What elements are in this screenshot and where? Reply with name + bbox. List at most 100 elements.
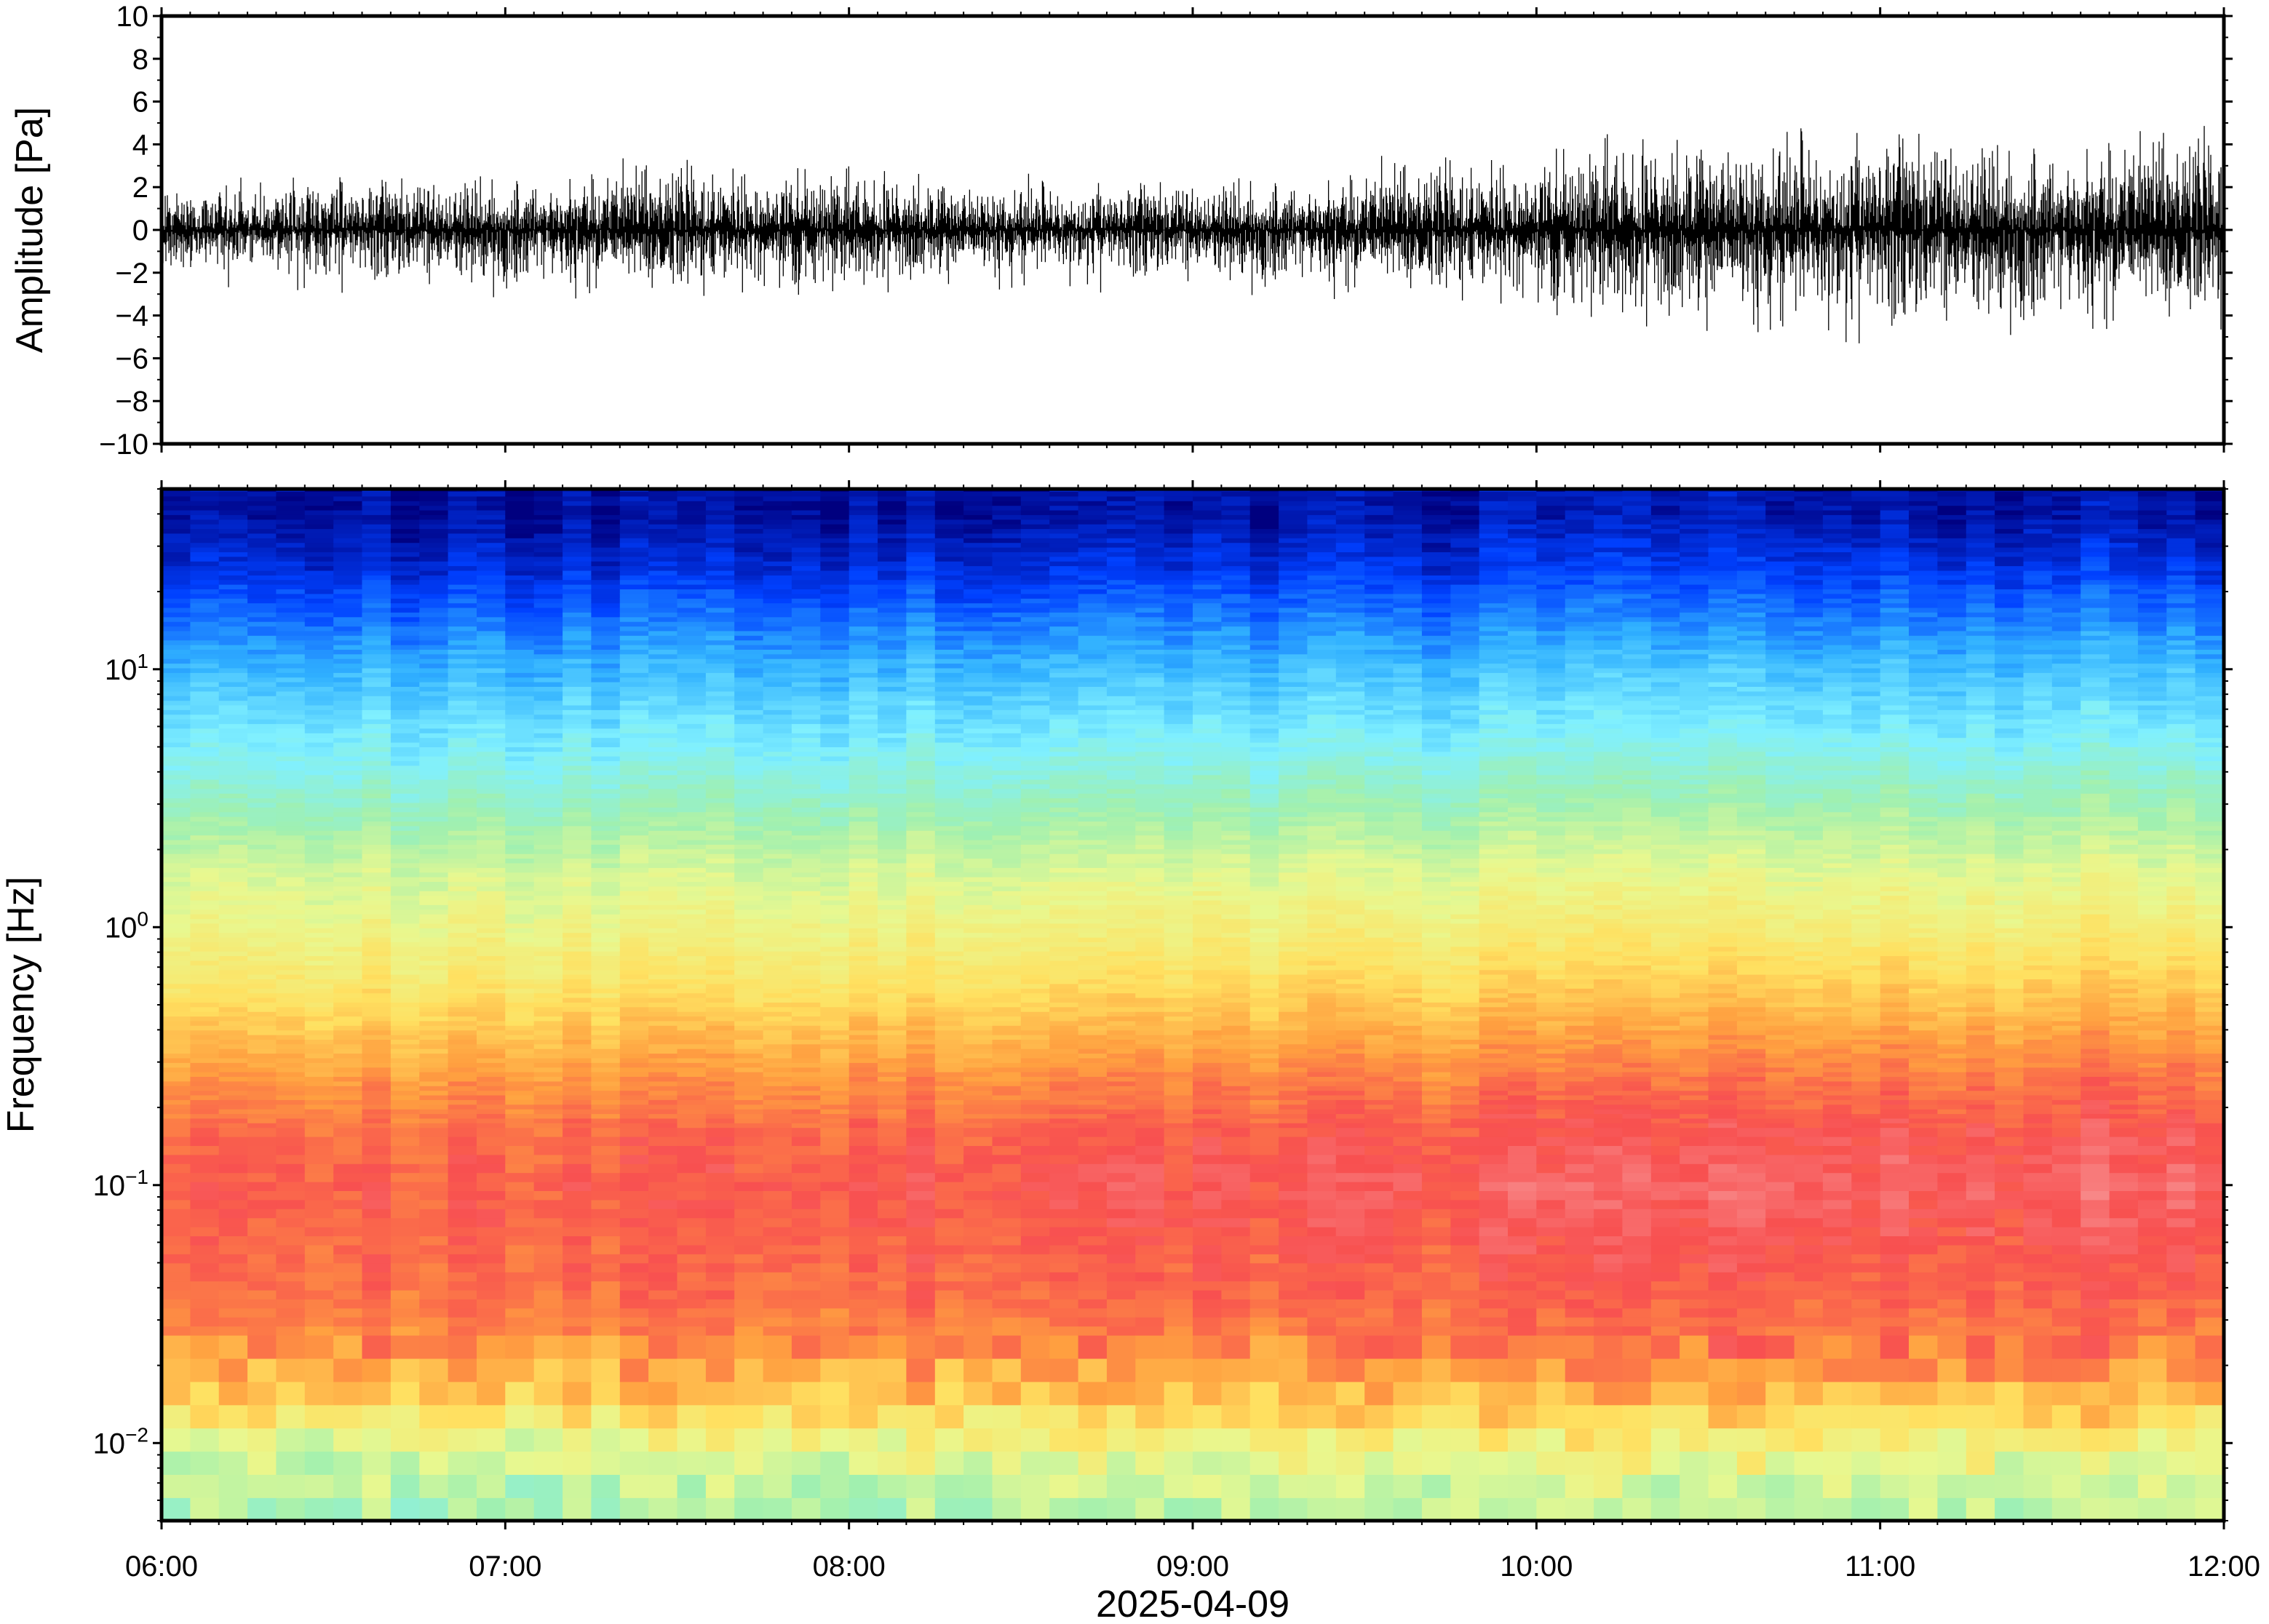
spectrogram-cell — [648, 839, 678, 845]
spectrogram-cell — [362, 997, 392, 1003]
spectrogram-cell — [619, 774, 649, 780]
spectrogram-cell — [591, 816, 621, 822]
spectrogram-cell — [878, 1123, 907, 1129]
spectrogram-cell — [533, 765, 563, 771]
spectrogram-cell — [906, 1451, 936, 1475]
spectrogram-cell — [304, 1226, 334, 1237]
spectrogram-cell — [448, 542, 477, 548]
spectrogram-cell — [705, 830, 736, 836]
spectrogram-cell — [362, 1080, 392, 1086]
spectrogram-cell — [505, 816, 535, 822]
spectrogram-cell — [419, 1474, 449, 1498]
spectrogram-cell — [505, 589, 535, 594]
spectrogram-cell — [505, 1358, 535, 1382]
spectrogram-cell — [619, 928, 649, 934]
spectrogram-cell — [648, 584, 678, 589]
spectrogram-cell — [734, 635, 764, 641]
spectrogram-cell — [419, 649, 449, 655]
spectrogram-cell — [648, 681, 678, 687]
spectrogram-cell — [563, 501, 592, 506]
spectrogram-cell — [934, 677, 964, 682]
spectrogram-cell — [849, 737, 878, 743]
spectrogram-cell — [791, 1136, 822, 1146]
spectrogram-cell — [591, 1043, 621, 1049]
spectrogram-cell — [878, 612, 907, 618]
spectrogram-cell — [190, 1209, 220, 1219]
spectrogram-cell — [218, 1271, 248, 1282]
spectrogram-cell — [849, 505, 878, 511]
spectrogram-cell — [677, 741, 707, 747]
spectrogram-cell — [878, 1217, 907, 1227]
spectrogram-cell — [820, 658, 850, 664]
spectrogram-cell — [591, 495, 621, 501]
spectrogram-cell — [791, 589, 822, 594]
spectrogram-cell — [276, 872, 306, 877]
spectrogram-cell — [591, 774, 621, 780]
spectrogram-cell — [162, 997, 191, 1003]
spectrogram-cell — [763, 899, 792, 905]
spectrogram-cell — [448, 1136, 477, 1146]
spectrogram-cell — [218, 1099, 248, 1105]
spectrogram-cell — [533, 1020, 563, 1026]
spectrogram-cell — [190, 686, 220, 692]
spectrogram-cell — [934, 1123, 964, 1129]
spectrogram-cell — [218, 1145, 248, 1155]
spectrogram-cell — [505, 918, 535, 924]
spectrogram-cell — [533, 1262, 563, 1273]
spectrogram-cell — [934, 835, 964, 840]
spectrogram-cell — [505, 514, 535, 520]
spectrogram-cell — [390, 1497, 421, 1521]
spectrogram-cell — [734, 621, 764, 627]
spectrogram-cell — [563, 737, 592, 743]
spectrogram-cell — [934, 630, 964, 636]
spectrogram-cell — [705, 923, 736, 928]
spectrogram-cell — [276, 495, 306, 501]
spectrogram-cell — [276, 862, 306, 868]
spectrogram-cell — [734, 1020, 764, 1026]
spectrogram-cell — [390, 644, 421, 650]
spectrogram-cell — [304, 616, 334, 622]
spectrogram-cell — [533, 1086, 563, 1091]
spectrogram-cell — [934, 640, 964, 645]
spectrogram-cell — [390, 1090, 421, 1096]
spectrogram-cell — [906, 538, 936, 544]
spectrogram-cell — [304, 667, 334, 673]
spectrogram-cell — [820, 751, 850, 757]
spectrogram-cell — [734, 1076, 764, 1082]
spectrogram-cell — [763, 1299, 792, 1309]
spectrogram-cell — [878, 770, 907, 776]
spectrogram-cell — [162, 1025, 191, 1031]
spectrogram-cell — [705, 1016, 736, 1022]
spectrogram-cell — [934, 575, 964, 581]
spectrogram-cell — [533, 593, 563, 599]
spectrogram-cell — [591, 853, 621, 859]
spectrogram-cell — [591, 700, 621, 706]
spectrogram-cell — [906, 1011, 936, 1017]
spectrogram-cell — [791, 1086, 822, 1091]
spectrogram-cell — [763, 1113, 792, 1119]
spectrogram-cell — [763, 741, 792, 747]
spectrogram-cell — [304, 1011, 334, 1017]
spectrogram-cell — [304, 677, 334, 682]
spectrogram-cell — [906, 649, 936, 655]
spectrogram-cell — [505, 802, 535, 808]
spectrogram-cell — [390, 942, 421, 947]
spectrogram-cell — [648, 974, 678, 979]
spectrogram-cell — [533, 1057, 563, 1063]
spectrogram-cell — [705, 528, 736, 534]
spectrogram-cell — [218, 565, 248, 571]
spectrogram-cell — [247, 1289, 277, 1299]
spectrogram-cell — [419, 895, 449, 901]
spectrogram-cell — [878, 616, 907, 622]
spectrogram-cell — [934, 1043, 964, 1049]
spectrogram-cell — [791, 1118, 822, 1123]
spectrogram-cell — [247, 936, 277, 942]
spectrogram-cell — [849, 616, 878, 622]
spectrogram-cell — [619, 1039, 649, 1045]
spectrogram-cell — [619, 672, 649, 678]
spectrogram-cell — [878, 491, 907, 497]
spectrogram-cell — [878, 1071, 907, 1077]
spectrogram-cell — [648, 1039, 678, 1045]
spectrogram-cell — [276, 626, 306, 632]
spectrogram-cell — [791, 672, 822, 678]
